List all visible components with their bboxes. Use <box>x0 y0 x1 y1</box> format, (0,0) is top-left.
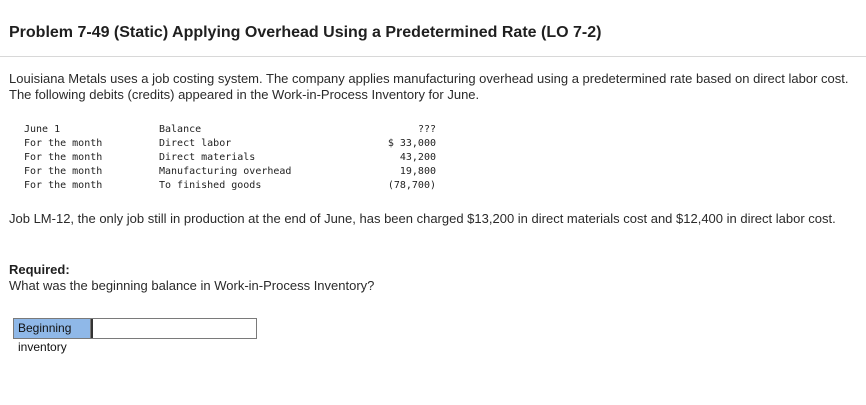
ledger-description: Direct labor <box>159 138 232 149</box>
ledger-row: For the month Direct labor $ 33,000 <box>24 137 436 151</box>
ledger-date: For the month <box>24 138 103 149</box>
title-divider <box>0 56 866 57</box>
wip-ledger-table: June 1 Balance??? For the month Direct labo… <box>24 123 436 193</box>
problem-title: Problem 7-49 (Static) Applying Overhead … <box>9 24 602 41</box>
ledger-amount: 19,800 <box>399 166 436 177</box>
job-note-paragraph: Job LM-12, the only job still in product… <box>9 211 836 226</box>
ledger-date: For the month <box>24 166 103 177</box>
ledger-description: Balance <box>159 124 202 135</box>
ledger-row: June 1 Balance??? <box>24 123 436 137</box>
ledger-amount: (78,700) <box>387 180 436 191</box>
intro-paragraph: Louisiana Metals uses a job costing syst… <box>9 71 849 102</box>
ledger-row: For the month Manufacturing overhead 19,80… <box>24 165 436 179</box>
ledger-date: June 1 <box>24 124 61 135</box>
beginning-inventory-label: Beginning inventory <box>14 319 91 354</box>
ledger-amount: 43,200 <box>399 152 436 163</box>
required-label: Required: <box>9 262 70 277</box>
answer-row: Beginning inventory <box>13 318 257 354</box>
ledger-amount: ??? <box>417 124 436 135</box>
required-question: What was the beginning balance in Work-i… <box>9 278 375 293</box>
ledger-row: For the month Direct materials 43,200 <box>24 151 436 165</box>
ledger-date: For the month <box>24 152 103 163</box>
ledger-description: Direct materials <box>159 152 256 163</box>
ledger-amount: $ 33,000 <box>387 138 436 149</box>
ledger-date: For the month <box>24 180 103 191</box>
ledger-description: Manufacturing overhead <box>159 166 292 177</box>
beginning-inventory-input[interactable] <box>91 319 256 338</box>
ledger-description: To finished goods <box>159 180 262 191</box>
ledger-row: For the month To finished goods (78,700) <box>24 179 436 193</box>
